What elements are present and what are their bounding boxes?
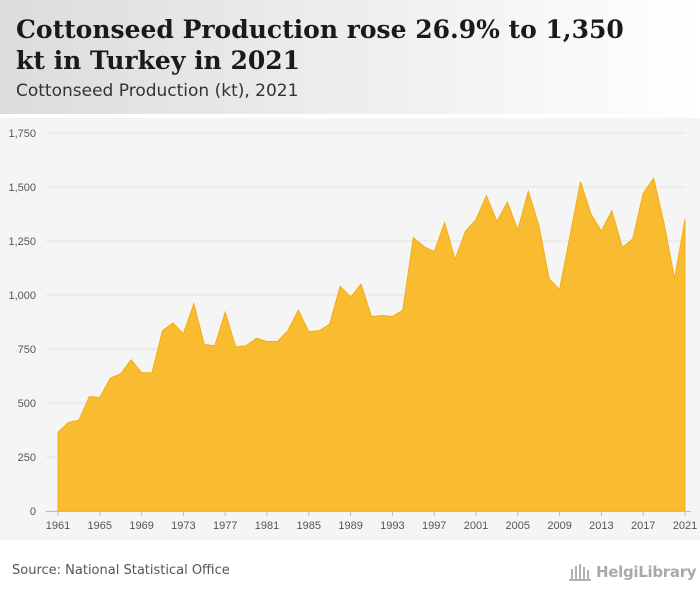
y-tick-label: 500 — [18, 398, 36, 410]
x-tick-label: 1985 — [297, 520, 321, 532]
x-tick-label: 1973 — [171, 520, 195, 532]
x-tick-label: 2017 — [631, 520, 655, 532]
x-tick-label: 1989 — [338, 520, 362, 532]
y-tick-label: 1,750 — [8, 128, 36, 140]
x-tick-label: 2001 — [464, 520, 488, 532]
x-tick-label: 2005 — [506, 520, 530, 532]
library-columns-icon — [569, 564, 591, 581]
helgi-library-logo: HelgiLibrary — [568, 561, 697, 583]
x-tick-label: 2009 — [547, 520, 571, 532]
x-tick-label: 1981 — [255, 520, 279, 532]
x-tick-label: 1977 — [213, 520, 237, 532]
y-tick-label: 1,250 — [8, 236, 36, 248]
chart-title: Cottonseed Production rose 26.9% to 1,35… — [16, 15, 624, 75]
y-tick-label: 1,000 — [8, 290, 36, 302]
y-tick-label: 0 — [30, 506, 36, 518]
area-series — [57, 177, 686, 512]
x-tick-label: 1961 — [46, 520, 70, 532]
y-tick-label: 1,500 — [8, 182, 36, 194]
x-tick-label: 1997 — [422, 520, 446, 532]
x-tick-label: 1969 — [129, 520, 153, 532]
area-chart: 0 250 500 750 1,000 1,250 1,500 1,750 1961 1965 19… — [8, 128, 697, 532]
y-tick-label: 750 — [18, 344, 36, 356]
x-tick-label: 2021 — [673, 520, 697, 532]
x-tick-label: 1965 — [88, 520, 112, 532]
source-note: Source: National Statistical Office — [12, 563, 230, 578]
y-tick-label: 250 — [18, 452, 36, 464]
chart-subtitle: Cottonseed Production (kt), 2021 — [16, 81, 299, 101]
x-tick-label: 1993 — [380, 520, 404, 532]
x-tick-label: 2013 — [589, 520, 613, 532]
header-band: Cottonseed Production rose 26.9% to 1,35… — [0, 0, 700, 114]
logo-text: HelgiLibrary — [596, 563, 697, 581]
